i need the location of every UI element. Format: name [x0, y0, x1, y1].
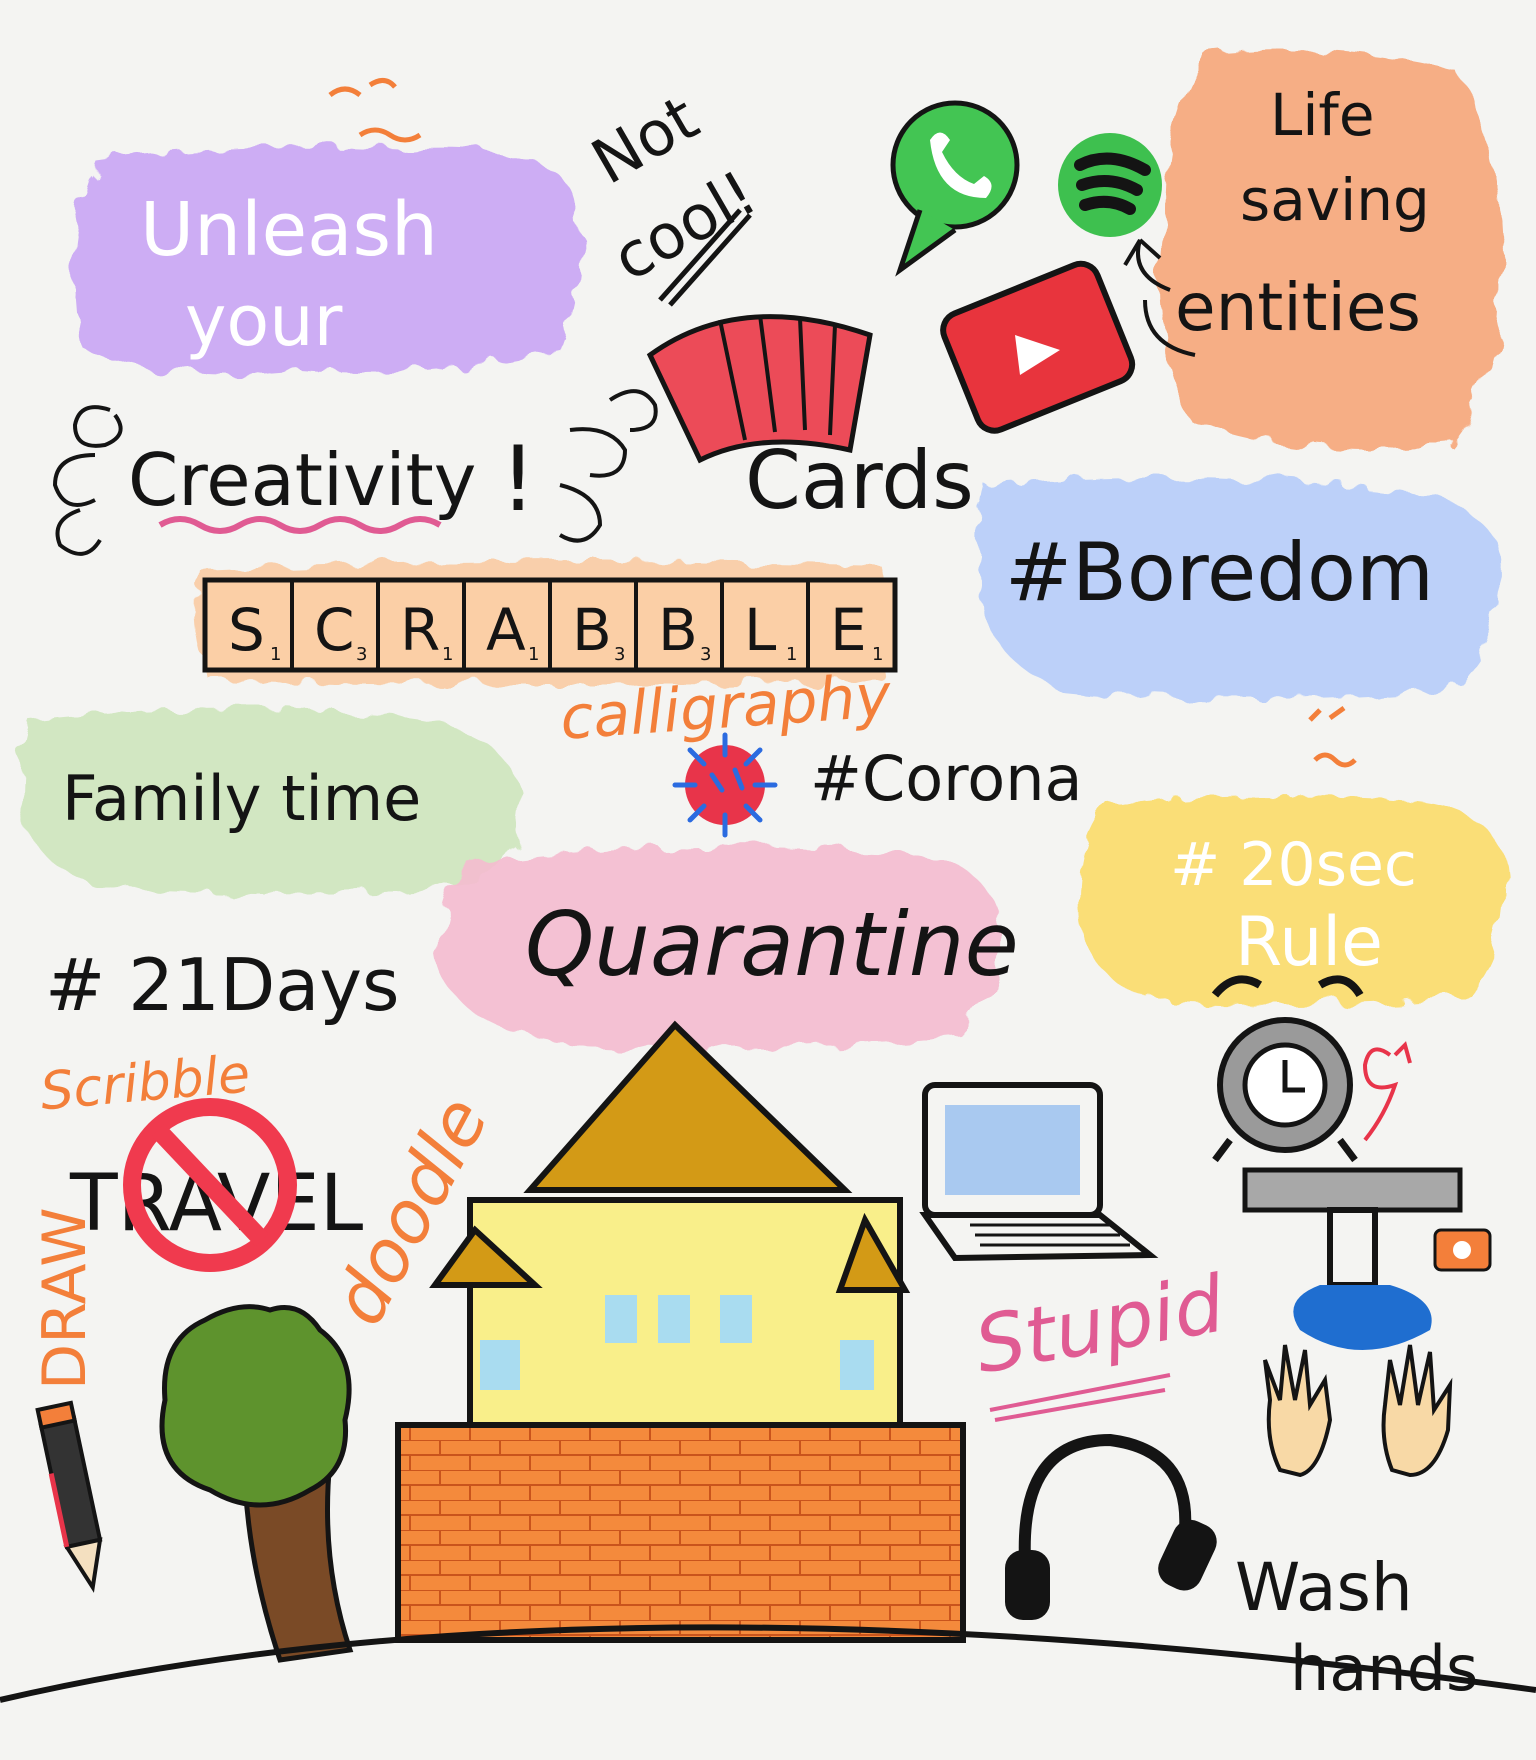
house-icon	[395, 1020, 966, 1643]
alarm-clock-icon	[1211, 975, 1364, 1163]
laptop-icon	[919, 1082, 1159, 1262]
hands-icon	[1263, 1344, 1453, 1478]
unleash-text: Unleash	[140, 187, 438, 273]
tile-score: 1	[442, 644, 453, 665]
green-blob	[20, 708, 521, 894]
tile-letter: C	[314, 596, 355, 664]
ground-line	[0, 1624, 1536, 1703]
soap-icon	[1433, 1228, 1492, 1272]
red-arrow	[1362, 1041, 1412, 1142]
wash-text: Wash	[1235, 1549, 1413, 1626]
cards-text: Cards	[745, 434, 974, 527]
quarantine-text: Quarantine	[525, 893, 1019, 996]
tap-icon	[1242, 1167, 1463, 1288]
your-text: your	[185, 280, 343, 362]
purple-blob	[72, 146, 581, 375]
water-splash	[1293, 1285, 1432, 1350]
tile-letter: E	[830, 596, 867, 664]
tile-letter: B	[658, 596, 698, 664]
orange-squiggle-top	[328, 78, 422, 143]
swirl-ornaments	[52, 389, 658, 556]
corona-text: #Corona	[810, 742, 1083, 815]
boredom-text: #Boredom	[1005, 526, 1434, 619]
tile-score: 1	[786, 644, 797, 665]
sec20-text: # 20sec	[1170, 830, 1417, 900]
blue-blob	[978, 477, 1501, 700]
creativity-exclaim: !	[500, 427, 536, 532]
tile-score: 1	[872, 644, 883, 665]
arrow-to-entities	[1123, 238, 1196, 357]
tile-score: 1	[270, 644, 281, 665]
tile-letter: B	[572, 596, 612, 664]
spotify-icon	[1058, 133, 1162, 237]
youtube-icon	[940, 260, 1136, 434]
not-cool-note: Not cool!	[580, 81, 769, 307]
rule-text: Rule	[1235, 903, 1383, 982]
hands-text: hands	[1290, 1632, 1478, 1705]
tile-score: 3	[700, 644, 711, 665]
orange-squiggle-mid	[1308, 705, 1357, 768]
saving-text: saving	[1240, 166, 1430, 234]
entities-text: entities	[1175, 269, 1421, 346]
pencil-icon	[35, 1400, 103, 1593]
creativity-text: Creativity	[128, 438, 476, 522]
virus-icon	[672, 732, 778, 838]
yellow-blob	[1079, 796, 1506, 1004]
stupid-underline	[989, 1373, 1171, 1422]
stupid-text: Stupid	[969, 1259, 1232, 1391]
family-time-text: Family time	[62, 762, 421, 835]
21days-text: # 21Days	[45, 943, 400, 1027]
orange-blob	[1160, 50, 1501, 450]
tile-letter: A	[486, 596, 526, 664]
tile-letter: L	[744, 596, 776, 664]
life-text: Life	[1270, 81, 1375, 149]
headphones-icon	[1005, 1433, 1217, 1620]
tree-icon	[159, 1304, 354, 1663]
squiggle-underline	[158, 516, 442, 534]
tile-score: 1	[528, 644, 539, 665]
whatsapp-icon	[890, 100, 1020, 277]
tile-letter: S	[228, 596, 265, 664]
tile-score: 3	[614, 644, 625, 665]
tile-score: 3	[356, 644, 367, 665]
scrabble-tiles: S 1 C 3 R 1 A 1 B 3 B 3 L 1 E 1	[202, 577, 898, 673]
no-entry-icon	[123, 1098, 297, 1272]
pink-blob	[440, 847, 1001, 1049]
playing-cards-icon	[646, 314, 873, 464]
tile-letter: R	[400, 596, 440, 664]
draw-text: DRAW	[30, 1207, 100, 1390]
